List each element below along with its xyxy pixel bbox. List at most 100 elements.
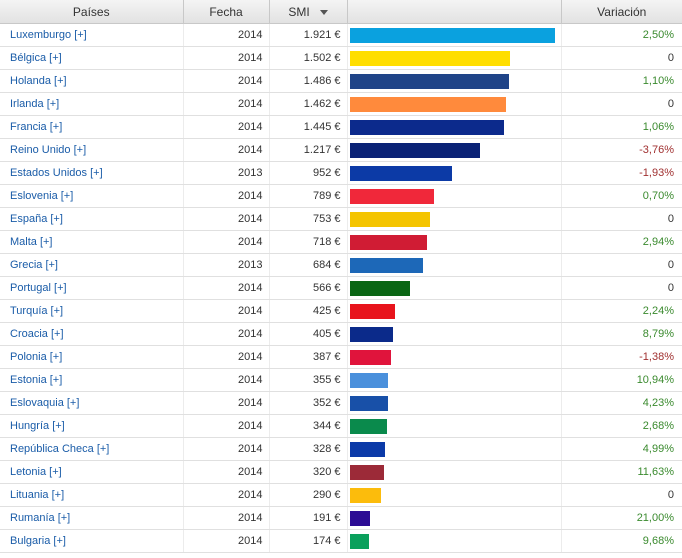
country-cell: Francia [+] [0,115,184,139]
date-cell: 2014 [183,460,270,484]
country-link[interactable]: Estonia [+] [10,374,63,386]
country-cell: Grecia [+] [0,253,184,277]
variation-cell: 0 [561,253,682,277]
country-link[interactable]: Eslovaquia [+] [10,397,80,409]
table-row: Eslovaquia [+] 2014 352 € 4,23% [0,391,682,415]
smi-value-cell: 191 € [269,506,348,530]
table-body: Luxemburgo [+] 2014 1.921 €2,50% Bélgica [+… [0,23,682,553]
date-cell: 2014 [183,92,270,116]
variation-cell: 21,00% [561,506,682,530]
country-link[interactable]: Holanda [+] [10,75,67,87]
country-link[interactable]: Eslovenia [+] [10,190,74,202]
variation-cell: -3,76% [561,138,682,162]
country-link[interactable]: Croacia [+] [10,328,64,340]
country-cell: Eslovaquia [+] [0,391,184,415]
country-link[interactable]: Estados Unidos [+] [10,167,103,179]
date-cell: 2014 [183,368,270,392]
date-cell: 2014 [183,230,270,254]
smi-value-cell: 425 € [269,299,348,323]
country-link[interactable]: España [+] [10,213,63,225]
table-row: Luxemburgo [+] 2014 1.921 € 2,50% [0,23,682,47]
smi-bar [349,487,381,503]
country-cell: Irlanda [+] [0,92,184,116]
country-cell: Turquía [+] [0,299,184,323]
country-link[interactable]: Portugal [+] [10,282,67,294]
smi-bar [349,510,370,526]
variation-cell: 2,24% [561,299,682,323]
bar-cell [347,115,562,139]
smi-value-cell: 566 € [269,276,348,300]
date-cell: 2014 [183,207,270,231]
country-link[interactable]: Turquía [+] [10,305,64,317]
country-cell: Malta [+] [0,230,184,254]
column-header-smi[interactable]: SMI [269,0,348,24]
variation-cell: -1,93% [561,161,682,185]
date-cell: 2013 [183,161,270,185]
smi-value-cell: 355 € [269,368,348,392]
smi-bar [349,165,452,181]
country-cell: Croacia [+] [0,322,184,346]
date-cell: 2014 [183,506,270,530]
bar-cell [347,92,562,116]
country-link[interactable]: Grecia [+] [10,259,58,271]
table-row: Malta [+] 2014 718 € 2,94% [0,230,682,254]
column-header-smi-label: SMI [288,4,310,19]
country-link[interactable]: Bulgaria [+] [10,535,66,547]
country-link[interactable]: Malta [+] [10,236,53,248]
country-link[interactable]: Letonia [+] [10,466,62,478]
smi-value-cell: 718 € [269,230,348,254]
table-row: Rumanía [+] 2014 191 € 21,00% [0,506,682,530]
country-link[interactable]: Bélgica [+] [10,52,62,64]
variation-cell: 2,50% [561,23,682,47]
date-cell: 2014 [183,345,270,369]
country-link[interactable]: Luxemburgo [+] [10,29,87,41]
country-cell: Estados Unidos [+] [0,161,184,185]
country-link[interactable]: Irlanda [+] [10,98,60,110]
smi-bar [349,27,555,43]
country-cell: Estonia [+] [0,368,184,392]
variation-cell: 8,79% [561,322,682,346]
bar-cell [347,529,562,553]
country-link[interactable]: República Checa [+] [10,443,110,455]
bar-cell [347,299,562,323]
table-row: Reino Unido [+] 2014 1.217 € -3,76% [0,138,682,162]
variation-cell: 2,94% [561,230,682,254]
country-cell: Polonia [+] [0,345,184,369]
country-link[interactable]: Reino Unido [+] [10,144,87,156]
smi-value-cell: 1.921 € [269,23,348,47]
country-link[interactable]: Polonia [+] [10,351,63,363]
smi-value-cell: 684 € [269,253,348,277]
country-cell: Luxemburgo [+] [0,23,184,47]
bar-cell [347,253,562,277]
country-cell: Letonia [+] [0,460,184,484]
country-cell: Eslovenia [+] [0,184,184,208]
smi-bar [349,372,388,388]
date-cell: 2014 [183,138,270,162]
sort-descending-icon[interactable] [319,9,328,15]
smi-bar [349,418,387,434]
country-cell: Hungría [+] [0,414,184,438]
column-header-variation[interactable]: Variación [561,0,682,24]
date-cell: 2014 [183,46,270,70]
country-link[interactable]: Hungría [+] [10,420,65,432]
smi-bar [349,395,388,411]
country-link[interactable]: Rumanía [+] [10,512,71,524]
column-header-country[interactable]: Países [0,0,184,24]
bar-cell [347,368,562,392]
bar-cell [347,322,562,346]
column-header-date[interactable]: Fecha [183,0,270,24]
smi-value-cell: 290 € [269,483,348,507]
table-row: Bélgica [+] 2014 1.502 € 0 [0,46,682,70]
smi-bar [349,326,393,342]
bar-cell [347,276,562,300]
table-row: Francia [+] 2014 1.445 € 1,06% [0,115,682,139]
table-row: Polonia [+] 2014 387 € -1,38% [0,345,682,369]
bar-cell [347,69,562,93]
country-link[interactable]: Francia [+] [10,121,63,133]
country-link[interactable]: Lituania [+] [10,489,65,501]
bar-cell [347,230,562,254]
variation-cell: 0 [561,92,682,116]
country-cell: Bulgaria [+] [0,529,184,553]
smi-bar [349,73,509,89]
